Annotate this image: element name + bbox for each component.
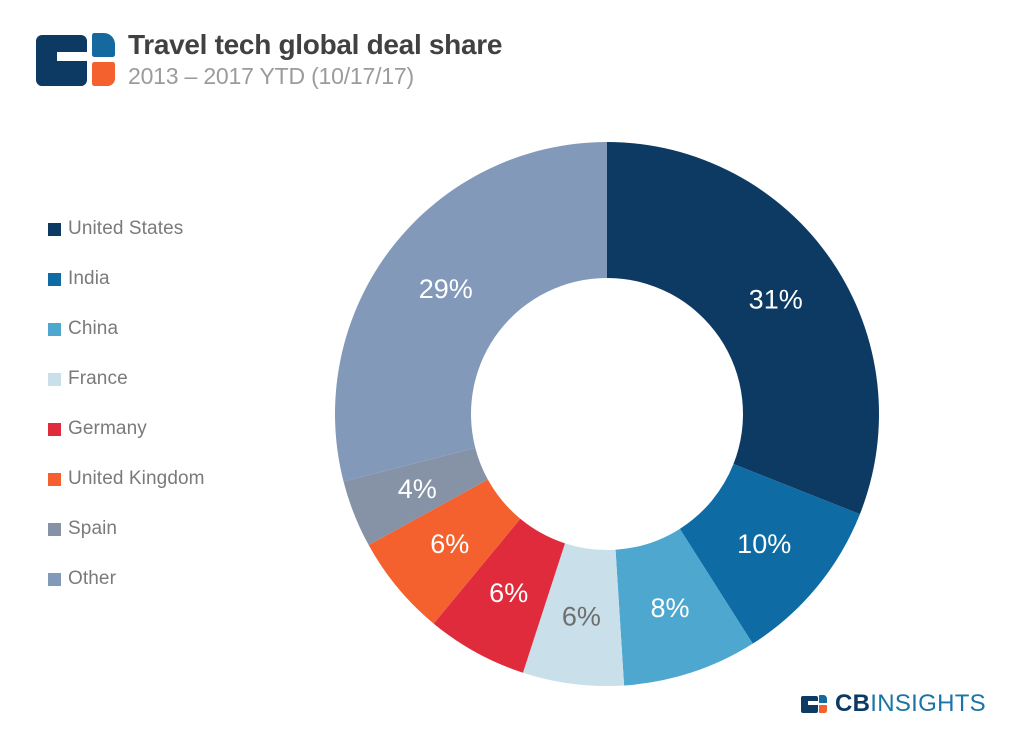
legend-item-india: India xyxy=(48,254,205,304)
slice-label-united-states: 31% xyxy=(749,284,803,314)
legend-item-france: France xyxy=(48,354,205,404)
brand-insights-text: INSIGHTS xyxy=(870,690,986,717)
legend-item-united-states: United States xyxy=(48,204,205,254)
brand-cb-text: CB xyxy=(834,690,871,717)
brand-text: CBINSIGHTS xyxy=(835,690,986,718)
footer-logo-orange-square xyxy=(819,704,827,713)
legend-swatch-icon xyxy=(48,422,61,436)
legend-item-germany: Germany xyxy=(48,404,205,454)
legend-item-spain: Spain xyxy=(48,504,205,554)
legend-item-other: Other xyxy=(48,554,205,604)
donut-slice-spain xyxy=(343,447,488,546)
legend-swatch-icon xyxy=(48,472,61,486)
slice-label-spain: 4% xyxy=(398,474,437,504)
donut-slice-france xyxy=(522,543,625,686)
legend-label: United Kingdom xyxy=(68,468,205,489)
legend: United States India China France Germany Unit… xyxy=(48,204,205,604)
legend-label: United States xyxy=(68,218,184,239)
legend-swatch-icon xyxy=(48,222,61,236)
legend-label: India xyxy=(68,268,110,289)
legend-swatch-icon xyxy=(48,572,61,586)
header: Travel tech global deal share 2013 – 201… xyxy=(36,29,502,90)
legend-swatch-icon xyxy=(48,372,61,386)
legend-label: Spain xyxy=(68,518,118,539)
cb-insights-logo-icon xyxy=(36,33,115,86)
legend-swatch-icon xyxy=(48,322,61,336)
donut-slice-china xyxy=(615,528,753,686)
legend-item-united-kingdom: United Kingdom xyxy=(48,454,205,504)
logo-blue-square xyxy=(92,33,115,57)
slice-label-other: 29% xyxy=(419,274,473,304)
donut-slice-united-kingdom xyxy=(368,479,521,624)
slice-label-united-kingdom: 6% xyxy=(430,529,469,559)
logo-notch xyxy=(57,51,87,62)
donut-slice-other xyxy=(335,142,607,482)
donut-slice-united-states xyxy=(607,141,880,515)
legend-swatch-icon xyxy=(48,272,61,286)
legend-swatch-icon xyxy=(48,522,61,536)
title-block: Travel tech global deal share 2013 – 201… xyxy=(128,29,502,90)
cb-insights-footer-logo-icon xyxy=(800,695,827,713)
donut-slice-germany xyxy=(433,518,565,673)
logo-orange-square xyxy=(92,62,115,86)
slice-label-india: 10% xyxy=(737,529,791,559)
chart-subtitle: 2013 – 2017 YTD (10/17/17) xyxy=(128,63,414,90)
footer-logo-blue-square xyxy=(819,695,827,704)
legend-label: Germany xyxy=(68,418,147,439)
footer-brand: CBINSIGHTS xyxy=(800,690,986,718)
footer-logo-notch xyxy=(808,701,818,705)
slice-label-germany: 6% xyxy=(489,578,528,608)
chart-title: Travel tech global deal share xyxy=(128,29,503,60)
slice-label-france: 6% xyxy=(562,601,601,631)
slice-label-china: 8% xyxy=(650,593,689,623)
legend-item-china: China xyxy=(48,304,205,354)
donut-slice-india xyxy=(679,464,860,644)
legend-label: China xyxy=(68,318,119,339)
legend-label: Other xyxy=(68,568,117,589)
legend-label: France xyxy=(68,368,128,389)
